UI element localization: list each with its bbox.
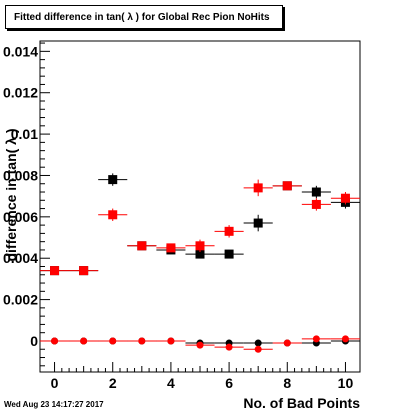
data-point-square	[108, 210, 118, 220]
chart-title: Fitted difference in tan( λ ) for Global…	[14, 12, 270, 23]
series-4	[40, 335, 360, 353]
y-axis-label: difference in tan( λ )	[3, 128, 19, 262]
data-point-square	[166, 243, 176, 253]
data-point-square	[253, 183, 263, 193]
y-tick-label: 0.01	[11, 126, 38, 142]
x-tick-label: 6	[225, 375, 233, 391]
data-point-circle	[254, 345, 262, 353]
data-point-circle	[312, 335, 320, 343]
y-tick-label: 0.006	[3, 209, 38, 225]
data-point-square	[311, 199, 321, 209]
data-point-square	[311, 187, 321, 197]
x-tick-label: 2	[109, 375, 117, 391]
data-point-circle	[225, 343, 233, 351]
data-marks	[40, 173, 360, 353]
y-tick-label: 0.002	[3, 292, 38, 308]
data-point-circle	[341, 335, 349, 343]
y-tick-label: 0	[30, 333, 38, 349]
series-1	[40, 173, 360, 276]
data-point-square	[137, 241, 147, 251]
data-point-circle	[196, 341, 204, 349]
data-point-circle	[254, 339, 262, 347]
data-point-square	[50, 266, 60, 276]
chart-title-box: Fitted difference in tan( λ ) for Global…	[5, 5, 283, 29]
data-point-circle	[138, 337, 146, 345]
y-tick-label: 0.004	[3, 250, 38, 266]
data-point-square	[195, 249, 205, 259]
x-axis-label: No. of Bad Points	[243, 395, 360, 411]
data-point-square	[108, 175, 118, 185]
data-point-square	[253, 218, 263, 228]
x-tick-label: 8	[283, 375, 291, 391]
y-tick-label: 0.008	[3, 167, 38, 183]
y-tick-label: 0.014	[3, 43, 38, 59]
data-point-circle	[283, 339, 291, 347]
data-point-square	[195, 241, 205, 251]
x-tick-label: 4	[167, 375, 175, 391]
x-tick-label: 10	[338, 375, 354, 391]
data-point-circle	[51, 337, 59, 345]
data-point-square	[340, 193, 350, 203]
data-point-square	[282, 181, 292, 191]
data-point-square	[224, 226, 234, 236]
data-point-circle	[80, 337, 88, 345]
series-2	[40, 179, 360, 276]
data-point-circle	[109, 337, 117, 345]
data-point-circle	[167, 337, 175, 345]
x-tick-label: 0	[51, 375, 59, 391]
timestamp: Wed Aug 23 14:17:27 2017	[4, 400, 104, 409]
y-tick-label: 0.012	[3, 85, 38, 101]
axes: 0 2 4 6 8 10 0 0.002 0.004 0.006 0.008 0.01 0.012 0.0…	[3, 42, 354, 391]
data-point-square	[224, 249, 234, 259]
data-point-square	[79, 266, 89, 276]
